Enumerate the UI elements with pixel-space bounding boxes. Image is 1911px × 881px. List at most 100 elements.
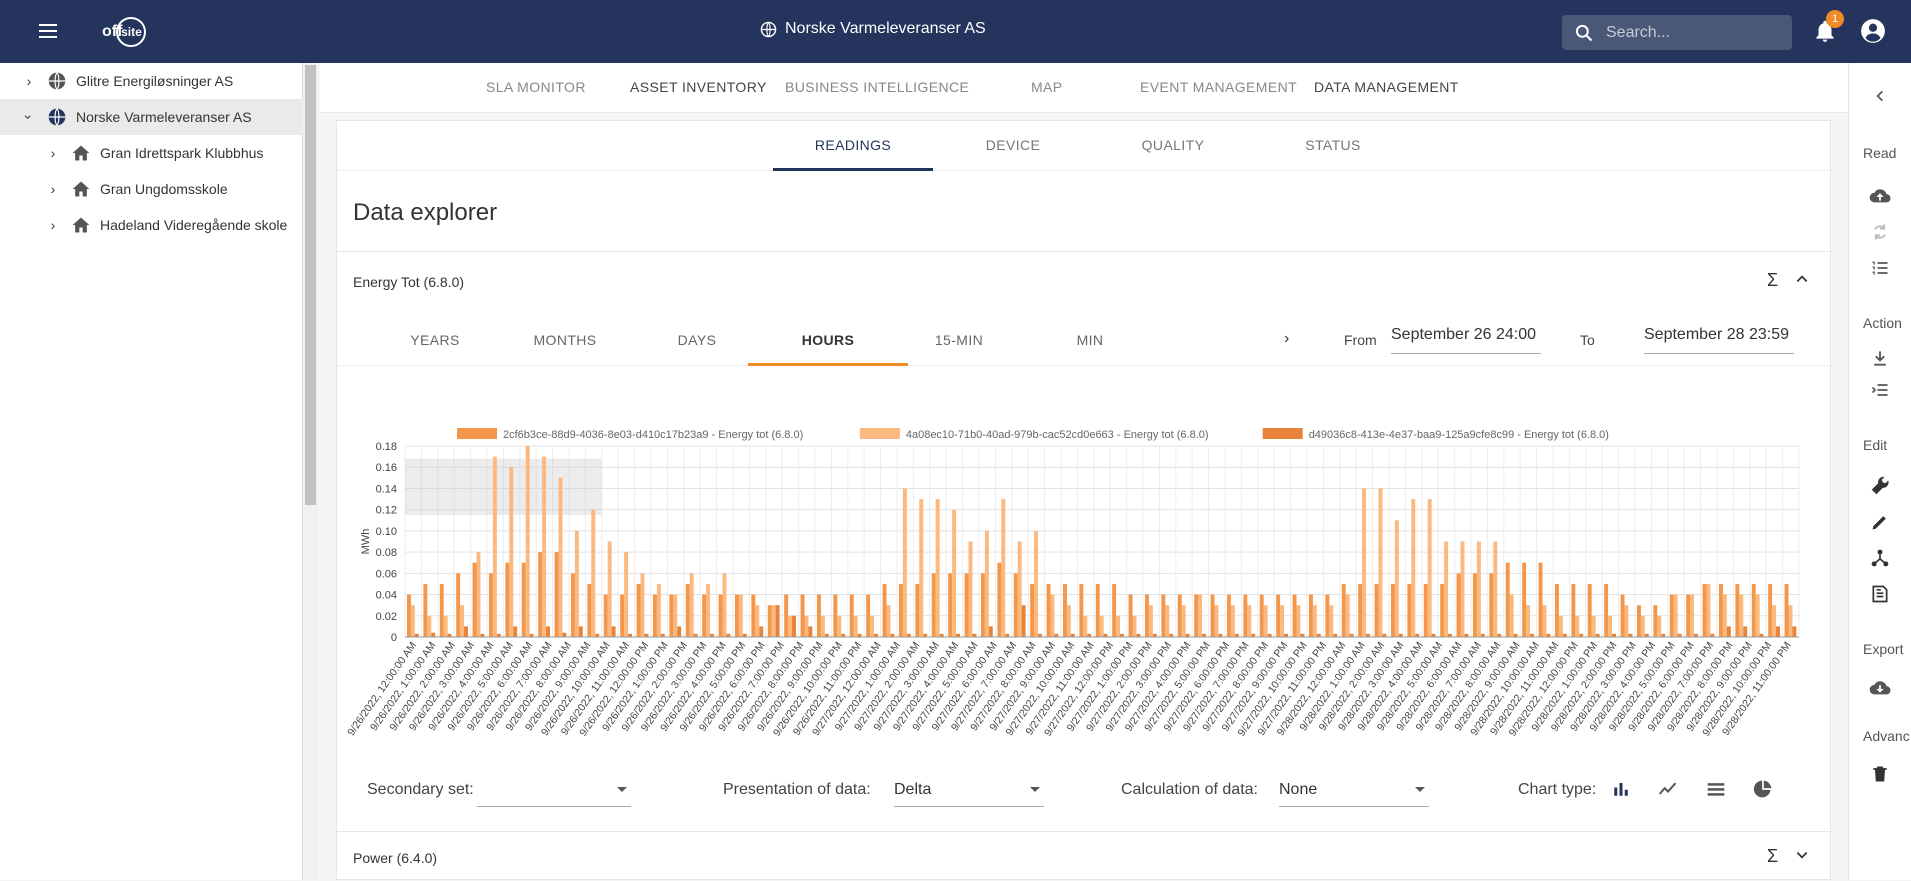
pie-chart-icon[interactable] [1749,775,1777,803]
bar [1444,541,1449,637]
tab-sla-monitor[interactable]: SLA MONITOR [486,79,586,95]
scrollbar-thumb[interactable] [305,65,316,505]
chevron-down-icon[interactable] [1795,848,1809,865]
bar [1587,583,1592,637]
tree-item-gran-idrettspark[interactable]: › Gran Idrettspark Klubbhus [0,135,303,171]
list-edit-icon[interactable] [1867,377,1893,403]
tab-business-intelligence[interactable]: BUSINESS INTELLIGENCE [785,79,970,95]
tab-readings[interactable]: READINGS [814,137,892,153]
note-add-icon[interactable] [1867,581,1893,607]
bar [1505,562,1510,637]
secondary-set-select[interactable] [477,775,631,807]
presentation-select[interactable]: Delta [894,775,1044,807]
bar-chart-icon[interactable] [1607,775,1635,803]
tab-quality[interactable]: QUALITY [1141,137,1205,153]
bar [1099,615,1104,637]
y-tick-label: 0.04 [376,590,397,602]
bar [410,605,415,637]
tab-days[interactable]: DAYS [677,332,717,348]
bar [775,605,780,637]
globe-icon [760,21,777,37]
chevron-right-icon[interactable]: › [26,73,32,89]
tree-item-label: Gran Idrettspark Klubbhus [100,145,264,161]
hamburger-menu-icon[interactable] [36,20,60,44]
cloud-upload-icon[interactable] [1867,183,1893,209]
bar [1743,626,1748,637]
bar [1382,633,1387,637]
wrench-icon[interactable] [1867,473,1893,499]
tree-item-label: Gran Ungdomsskole [100,181,228,197]
bar [480,633,485,637]
tab-status[interactable]: STATUS [1305,137,1361,153]
bar-chart-svg[interactable]: 2cf6b3ce-88d9-4036-8e03-d410c17b23a9 - E… [337,371,1832,741]
account-icon[interactable] [1860,18,1886,44]
search-input[interactable] [1606,23,1776,42]
power-panel-header[interactable]: Power (6.4.0) Σ [337,831,1832,881]
tab-15-min[interactable]: 15-MIN [934,332,984,348]
calculation-select[interactable]: None [1279,775,1429,807]
active-tab-indicator [773,168,933,171]
cloud-download-icon[interactable] [1867,675,1893,701]
list-numbered-icon[interactable] [1867,255,1893,281]
tree-item-gran-ungdomsskole[interactable]: › Gran Ungdomsskole [0,171,303,207]
hierarchy-icon[interactable] [1867,545,1893,571]
bar [1181,605,1186,637]
to-date-input[interactable]: September 28 23:59 [1644,322,1794,354]
app-logo[interactable]: off site [102,14,147,50]
tab-hours[interactable]: HOURS [801,332,855,348]
refresh-icon[interactable] [1867,219,1893,245]
bar [1411,499,1416,637]
tab-device[interactable]: DEVICE [985,137,1041,153]
tab-map[interactable]: MAP [1031,79,1063,95]
legend-label: 2cf6b3ce-88d9-4036-8e03-d410c17b23a9 - E… [503,429,803,441]
y-axis-label: MWh [360,529,372,555]
bar [1562,633,1567,637]
bar [759,626,764,637]
chevron-right-icon[interactable]: › [50,217,56,233]
tab-years[interactable]: YEARS [410,332,460,348]
energy-chart[interactable]: 2cf6b3ce-88d9-4036-8e03-d410c17b23a9 - E… [337,371,1832,741]
bar [1251,633,1256,637]
bar [1169,633,1174,637]
download-icon[interactable] [1867,345,1893,371]
tree-item-glitre[interactable]: › Glitre Energiløsninger AS [0,63,303,99]
trash-icon[interactable] [1867,761,1893,787]
tab-min[interactable]: MIN [1076,332,1104,348]
bar [902,488,907,637]
bar [1034,530,1039,637]
tab-event-management[interactable]: EVENT MANAGEMENT [1140,79,1298,95]
energy-panel-header[interactable]: Energy Tot (6.8.0) Σ [337,251,1832,321]
bar [1673,594,1678,637]
bar [874,633,878,637]
tree-item-norske-varmeleveranser[interactable]: › Norske Varmeleveranser AS [0,99,303,135]
panel-title: Power (6.4.0) [353,850,438,866]
export-section-label: Export [1863,641,1904,657]
bar [538,552,543,637]
sidebar-scrollbar[interactable] [303,63,318,880]
pencil-icon[interactable] [1867,509,1893,535]
bar [1522,562,1527,637]
line-chart-icon[interactable] [1654,775,1682,803]
search-box[interactable] [1562,15,1792,50]
chevron-right-icon[interactable]: › [50,145,56,161]
chevron-left-icon[interactable] [1867,83,1893,109]
bar [841,633,846,637]
tree-item-hadeland[interactable]: › Hadeland Videregående skole [0,207,303,243]
chevron-up-icon[interactable] [1795,272,1809,289]
chevron-down-icon[interactable]: › [21,114,37,120]
sigma-icon[interactable]: Σ [1767,846,1779,866]
legend-swatch [1262,428,1303,439]
bar [738,594,743,637]
bar [554,552,559,637]
sigma-icon[interactable]: Σ [1767,270,1779,290]
bar [1234,633,1239,637]
tab-months[interactable]: MONTHS [533,332,597,348]
chevron-right-icon[interactable]: › [1284,330,1290,347]
from-date-input[interactable]: September 26 24:00 [1391,322,1541,354]
read-section-label: Read [1863,145,1897,161]
tab-data-management[interactable]: DATA MANAGEMENT [1314,79,1459,95]
table-view-icon[interactable] [1702,775,1730,803]
chevron-right-icon[interactable]: › [50,181,56,197]
tab-asset-inventory[interactable]: ASSET INVENTORY [630,79,767,95]
asset-tree-sidebar: › Glitre Energiløsninger AS › Norske Var… [0,63,303,880]
